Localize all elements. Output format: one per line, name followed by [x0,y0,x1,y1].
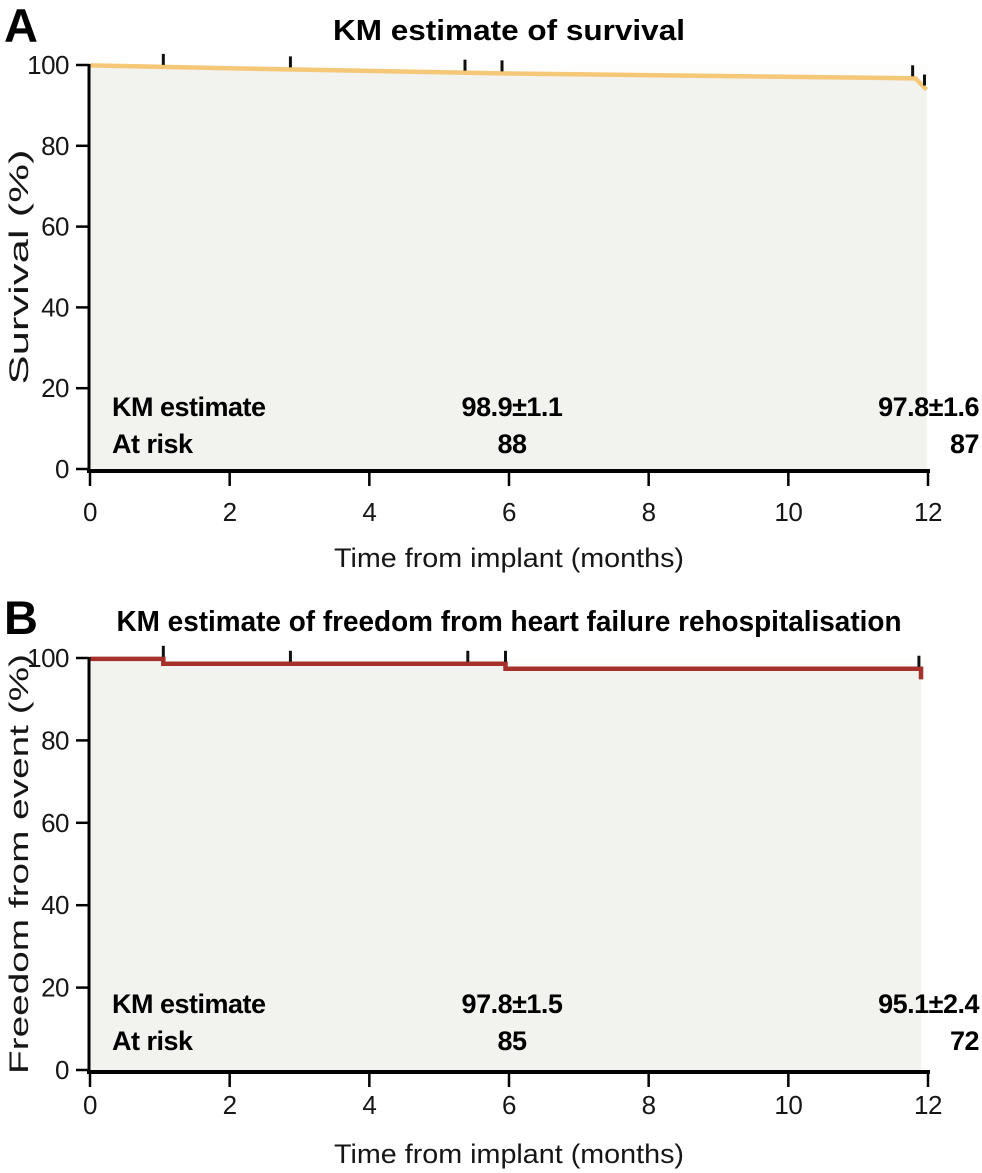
at-risk-6mo-value: 88 [497,429,527,459]
survival-curve-layer [89,63,929,92]
km-estimate-12mo-value: 97.8±1.6 [878,392,979,422]
chart-title: KM estimate of freedom from heart failur… [117,606,902,638]
x-tick-label: 4 [362,497,376,527]
panel-letter: A [4,0,37,52]
km-estimate-row-label: KM estimate [112,392,266,422]
censor-marks-layer [161,645,921,667]
x-tick-label: 12 [914,497,942,527]
under-curve-fill [90,658,922,1070]
km-estimate-6mo-value: 97.8±1.5 [462,989,563,1019]
y-tick-label: 80 [41,725,69,755]
x-tick-label: 8 [642,1090,656,1120]
tick-labels-layer: 0 20 40 60 80 100 0 2 4 6 8 10 12 [27,643,942,1120]
y-axis-label: Survival (%) [4,149,34,384]
y-tick-label: 40 [41,890,69,920]
panel-b-chart: 0 20 40 60 80 100 0 2 4 6 8 10 12 B KM estimate of f… [4,591,980,1169]
y-tick-label: 60 [41,808,69,838]
y-tick-label: 20 [41,373,69,403]
y-tick-label: 0 [55,1055,69,1085]
x-axis-label: Time from implant (months) [334,1139,684,1169]
freedom-from-event-curve-layer [90,656,924,680]
km-curve [90,656,924,680]
km-estimate-6mo-value: 98.9±1.1 [462,392,563,422]
y-tick-label: 60 [41,212,69,242]
x-tick-label: 8 [642,497,656,527]
x-tick-label: 0 [83,1090,97,1120]
axes-layer [76,63,930,486]
y-tick-label: 0 [55,454,69,484]
km-estimate-12mo-value: 95.1±2.4 [878,989,979,1019]
under-curve-fill [90,65,927,470]
y-axis-label: Freedom from event (%) [4,654,34,1074]
at-risk-6mo-value: 85 [497,1026,527,1056]
y-tick-label: 100 [27,643,69,673]
x-tick-label: 2 [223,497,237,527]
area-fill-layer [90,658,922,1070]
panel-a: 0 20 40 60 80 100 0 2 4 6 8 10 12 A KM estimate of s… [4,0,980,573]
axes-layer [76,656,930,1087]
x-tick-label: 4 [362,1090,376,1120]
area-fill-layer [90,65,927,470]
x-tick-label: 2 [223,1090,237,1120]
panel-a-chart: 0 20 40 60 80 100 0 2 4 6 8 10 12 A KM estimate of s… [4,0,980,573]
km-curve [89,63,929,92]
at-risk-row-label: At risk [112,429,194,459]
censor-marks-layer [161,53,927,86]
at-risk-12mo-value: 87 [950,429,979,459]
panel-letter: B [4,591,37,644]
y-tick-label: 80 [41,131,69,161]
x-tick-label: 10 [774,497,802,527]
chart-title: KM estimate of survival [333,15,685,47]
panel-b: 0 20 40 60 80 100 0 2 4 6 8 10 12 B KM estimate of f… [0,587,982,1173]
x-tick-label: 6 [502,1090,516,1120]
y-tick-label: 20 [41,973,69,1003]
x-tick-label: 12 [914,1090,942,1120]
tick-labels-layer: 0 20 40 60 80 100 0 2 4 6 8 10 12 [27,50,942,527]
x-tick-label: 6 [502,497,516,527]
x-axis-label: Time from implant (months) [334,543,684,573]
at-risk-row-label: At risk [112,1026,194,1056]
x-tick-label: 10 [774,1090,802,1120]
km-estimate-row-label: KM estimate [112,989,266,1019]
at-risk-12mo-value: 72 [950,1026,979,1056]
y-tick-label: 100 [27,50,69,80]
x-tick-label: 0 [83,497,97,527]
y-tick-label: 40 [41,292,69,322]
